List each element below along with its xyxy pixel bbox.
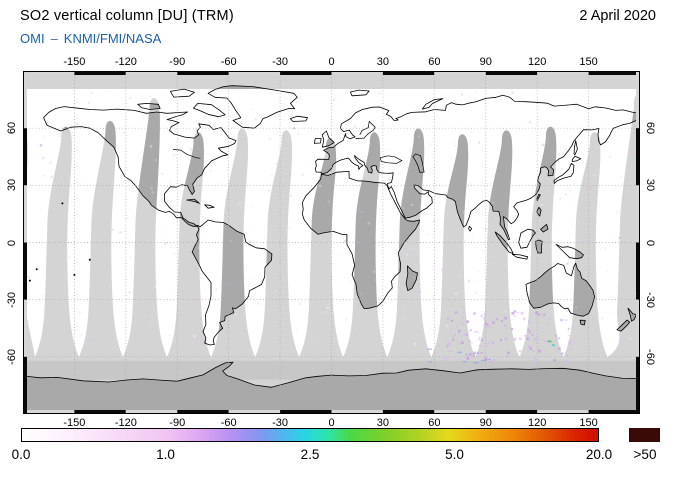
measured-swaths bbox=[23, 89, 640, 357]
coastlines bbox=[23, 85, 640, 388]
date-label: 2 April 2020 bbox=[579, 8, 656, 24]
separator-dash: – bbox=[50, 31, 58, 46]
colorbar-tick-label: 1.0 bbox=[156, 447, 175, 462]
lon-tick-bottom: 90 bbox=[479, 417, 492, 429]
speckle-noise bbox=[23, 88, 640, 364]
lon-tick-top: 90 bbox=[479, 56, 492, 68]
lon-tick-top: 60 bbox=[428, 56, 441, 68]
lat-tick-left: 60 bbox=[6, 122, 18, 135]
lakes-seas-outline bbox=[172, 120, 425, 173]
lon-tick-top: 150 bbox=[579, 56, 598, 68]
instrument-label: OMI bbox=[20, 31, 45, 46]
colorbar-tick-label: 2.5 bbox=[300, 447, 320, 462]
colorbar-overflow-label: >50 bbox=[633, 447, 657, 462]
lon-tick-top: -90 bbox=[169, 56, 186, 68]
lat-tick-left: 30 bbox=[6, 179, 18, 192]
lat-tick-left: 0 bbox=[6, 239, 18, 246]
colorbar-tick-label: 0.0 bbox=[11, 447, 31, 462]
zebra-frame bbox=[23, 71, 640, 414]
lon-tick-top: -60 bbox=[220, 56, 237, 68]
lat-tick-left: -60 bbox=[6, 348, 18, 365]
world-map-frame bbox=[23, 71, 640, 414]
lon-tick-bottom: 30 bbox=[376, 417, 390, 429]
lon-tick-bottom: 0 bbox=[328, 417, 335, 429]
lon-tick-bottom: -150 bbox=[63, 417, 86, 429]
agencies-label: KNMI/FMI/NASA bbox=[63, 31, 162, 46]
lat-tick-right: 30 bbox=[644, 179, 656, 192]
lat-tick-left: -30 bbox=[6, 291, 18, 308]
lon-tick-bottom: -60 bbox=[220, 417, 237, 429]
lat-tick-right: -60 bbox=[644, 348, 656, 365]
colorbar-tick-label: 5.0 bbox=[445, 447, 464, 462]
lon-tick-top: -120 bbox=[114, 56, 137, 68]
lon-tick-bottom: -120 bbox=[114, 417, 137, 429]
lon-tick-top: 0 bbox=[328, 56, 335, 68]
lat-tick-right: 60 bbox=[644, 122, 656, 135]
lon-tick-bottom: 60 bbox=[428, 417, 441, 429]
colorbar-tick-label: 20.0 bbox=[585, 447, 613, 462]
lon-tick-top: -30 bbox=[272, 56, 289, 68]
lat-tick-right: -30 bbox=[644, 291, 656, 308]
graticule bbox=[23, 71, 640, 414]
world-map bbox=[23, 71, 640, 414]
data-source-line: OMI – KNMI/FMI/NASA bbox=[20, 31, 161, 46]
lat-tick-right: 0 bbox=[644, 239, 656, 246]
lon-tick-top: 120 bbox=[527, 56, 547, 68]
colorbar-overflow-swatch bbox=[629, 428, 660, 442]
lon-tick-bottom: 120 bbox=[527, 417, 547, 429]
lon-tick-bottom: -90 bbox=[169, 417, 186, 429]
page-title: SO2 vertical column [DU] (TRM) bbox=[20, 8, 234, 24]
lon-tick-bottom: -30 bbox=[272, 417, 289, 429]
lon-tick-top: -150 bbox=[63, 56, 86, 68]
lon-tick-top: 30 bbox=[376, 56, 390, 68]
colorbar bbox=[21, 428, 599, 442]
lon-tick-bottom: 150 bbox=[579, 417, 598, 429]
